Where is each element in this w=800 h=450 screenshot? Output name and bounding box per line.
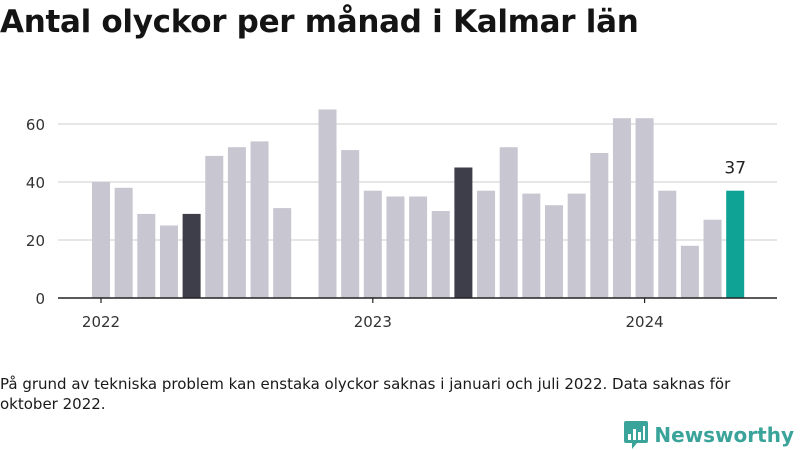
bar-2022-01 <box>92 182 110 298</box>
y-tick-label: 60 <box>26 116 45 134</box>
bars <box>92 109 745 298</box>
bar-chart-speech-bubble-icon <box>624 421 649 449</box>
bar-2024-03 <box>680 245 699 298</box>
bar-2023-07 <box>499 147 518 298</box>
bar-chart: 0 20 40 60 2022 2023 2024 37 <box>26 109 777 331</box>
bar-2024-04 <box>703 219 722 298</box>
bar-2023-08 <box>522 193 541 298</box>
axes <box>58 297 777 303</box>
bar-2023-05 <box>454 167 473 298</box>
bar-2023-10 <box>567 193 586 298</box>
bar-2022-02 <box>114 187 133 298</box>
bar-2022-03 <box>137 213 156 298</box>
bar-2023-04 <box>431 211 450 298</box>
bar-2022-09 <box>273 208 292 298</box>
x-tick-label: 2024 <box>626 313 664 331</box>
data-label: 37 <box>724 159 746 179</box>
bar-2023-03 <box>409 196 428 298</box>
brand-name: Newsworthy <box>654 423 794 447</box>
bar-2024-05 <box>726 190 745 298</box>
bar-2022-11 <box>318 109 337 298</box>
labels: 0 20 40 60 2022 2023 2024 37 <box>26 116 746 331</box>
newsworthy-logo[interactable]: Newsworthy <box>624 420 794 450</box>
bar-2022-04 <box>159 225 178 298</box>
bar-2023-11 <box>590 153 609 298</box>
bar-2022-08 <box>250 141 269 298</box>
bar-2022-05 <box>182 213 201 298</box>
chart-title: Antal olyckor per månad i Kalmar län <box>0 4 639 40</box>
bar-2024-02 <box>658 190 677 298</box>
bar-2023-06 <box>477 190 496 298</box>
bar-2023-09 <box>545 205 563 298</box>
bar-2024-01 <box>635 118 654 298</box>
bar-2022-07 <box>227 147 246 298</box>
x-tick-label: 2022 <box>82 313 120 331</box>
bar-2023-02 <box>386 196 405 298</box>
bar-2023-01 <box>363 190 382 298</box>
y-tick-label: 0 <box>35 290 45 308</box>
x-tick-label: 2023 <box>354 313 392 331</box>
y-tick-label: 40 <box>26 174 45 192</box>
bar-2022-12 <box>341 150 360 298</box>
bar-2022-06 <box>205 155 224 298</box>
footnote: På grund av tekniska problem kan enstaka… <box>0 375 731 413</box>
y-tick-label: 20 <box>26 232 45 250</box>
bar-2023-12 <box>612 118 631 298</box>
